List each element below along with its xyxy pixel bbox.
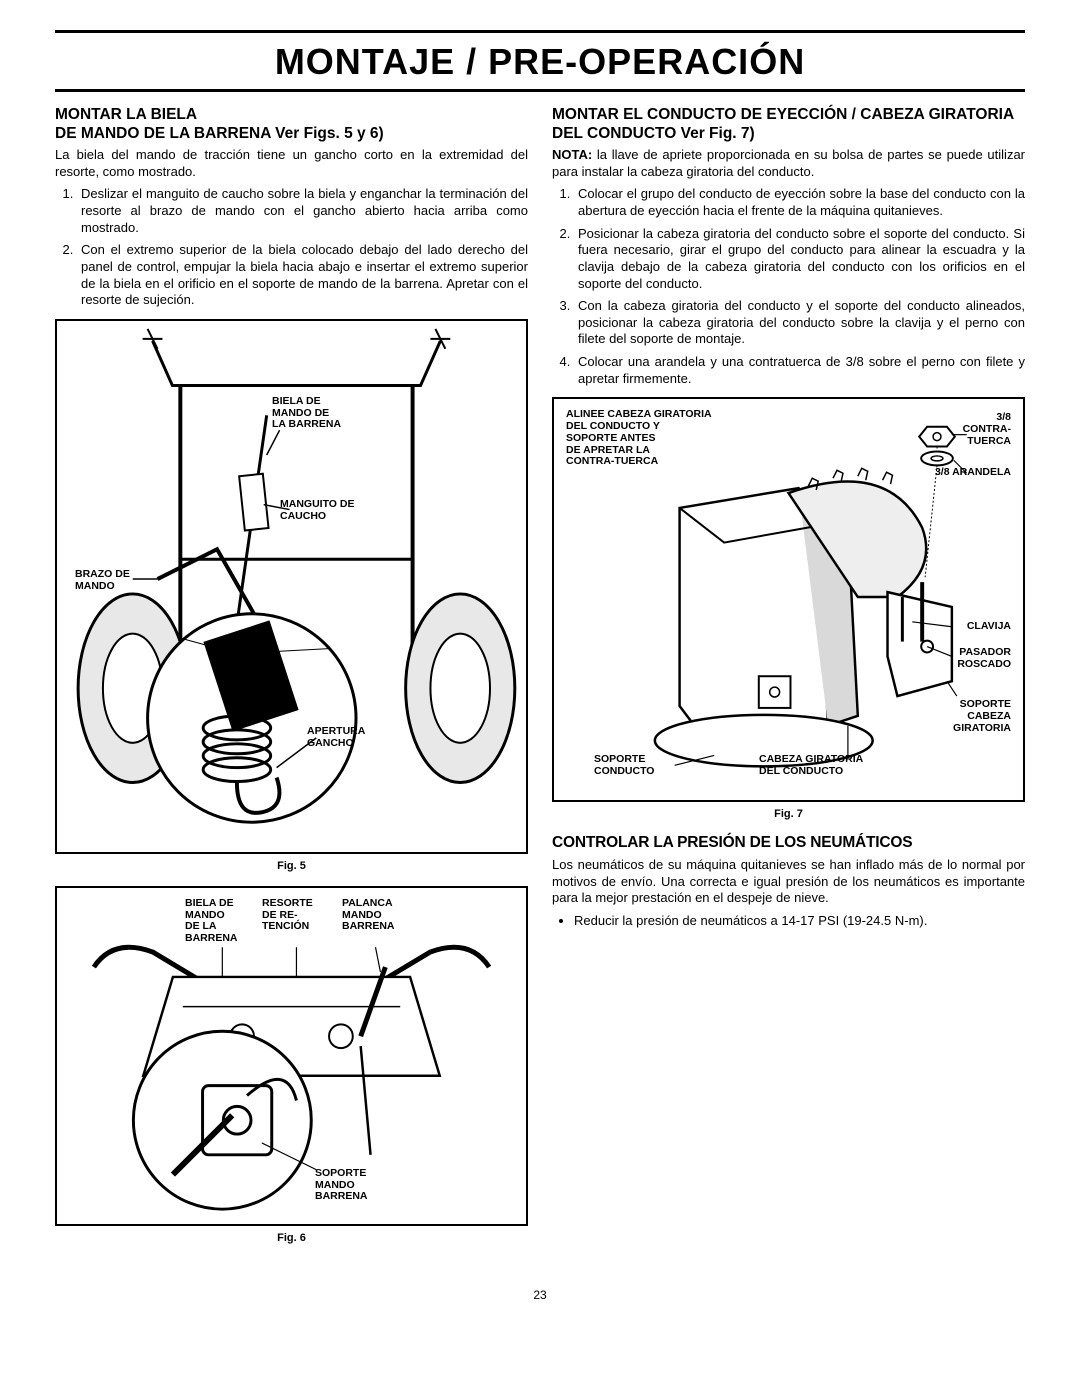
figure-5-box: BIELA DE MANDO DE LA BARRENA MANGUITO DE… [55,319,528,854]
left-column: MONTAR LA BIELA DE MANDO DE LA BARRENA V… [55,106,528,1258]
fig7-label-clavija: CLAVIJA [967,621,1011,633]
tires-heading: CONTROLAR LA PRESIÓN DE LOS NEUMÁTICOS [552,834,1025,853]
fig7-label-cabeza: CABEZA GIRATORIA DEL CONDUCTO [759,754,863,778]
left-heading-line1: MONTAR LA BIELA [55,106,197,123]
left-heading-line2: DE MANDO DE LA BARRENA Ver Figs. 5 y 6) [55,125,384,142]
right-heading: MONTAR EL CONDUCTO DE EYECCIÓN / CABEZA … [552,106,1025,143]
right-step-2: Posicionar la cabeza giratoria del condu… [574,226,1025,293]
fig5-label-biela: BIELA DE MANDO DE LA BARRENA [272,396,341,431]
tires-body: Los neumáticos de su máquina quitanieves… [552,857,1025,907]
bottom-rule [55,89,1025,92]
fig6-label-resorte: RESORTE DE RE- TENCIÓN [262,898,313,933]
right-steps: Colocar el grupo del conducto de eyecció… [552,186,1025,387]
note-label: NOTA: [552,147,592,162]
fig7-label-pasador: PASADOR ROSCADO [957,647,1011,671]
left-steps: Deslizar el manguito de caucho sobre la … [55,186,528,308]
fig7-label-sop-cabeza: SOPORTE CABEZA GIRATORIA [953,699,1011,734]
two-column-layout: MONTAR LA BIELA DE MANDO DE LA BARRENA V… [55,106,1025,1258]
note-body: la llave de apriete proporcionada en su … [552,147,1025,179]
fig5-label-apertura: APERTURA GANCHO [307,726,365,750]
fig6-label-soporte: SOPORTE MANDO BARRENA [315,1168,368,1203]
figure-6-box: BIELA DE MANDO DE LA BARRENA RESORTE DE … [55,886,528,1226]
right-step-1: Colocar el grupo del conducto de eyecció… [574,186,1025,219]
tires-bullets: Reducir la presión de neumáticos a 14-17… [552,913,1025,930]
left-step-2: Con el extremo superior de la biela colo… [77,242,528,309]
figure-7-box: ALINEE CABEZA GIRATORIA DEL CONDUCTO Y S… [552,397,1025,802]
tires-bullet-1: Reducir la presión de neumáticos a 14-17… [574,913,1025,930]
fig5-label-manguito: MANGUITO DE CAUCHO [280,499,354,523]
right-step-4: Colocar una arandela y una contratuerca … [574,354,1025,387]
fig7-label-tuerca: 3/8 CONTRA- TUERCA [963,412,1011,447]
fig7-label-sop-conducto: SOPORTE CONDUCTO [594,754,654,778]
right-column: MONTAR EL CONDUCTO DE EYECCIÓN / CABEZA … [552,106,1025,1258]
right-note: NOTA: la llave de apriete proporcionada … [552,147,1025,180]
fig7-label-arandela: 3/8 ARANDELA [935,467,1011,479]
page-title: MONTAJE / PRE-OPERACIÓN [55,33,1025,89]
left-step-1: Deslizar el manguito de caucho sobre la … [77,186,528,236]
left-heading: MONTAR LA BIELA DE MANDO DE LA BARRENA V… [55,106,528,143]
fig7-caption: Fig. 7 [552,808,1025,820]
fig7-label-alinee: ALINEE CABEZA GIRATORIA DEL CONDUCTO Y S… [566,409,712,468]
left-intro: La biela del mando de tracción tiene un … [55,147,528,180]
figure-6-svg [57,888,526,1224]
fig6-label-palanca: PALANCA MANDO BARRENA [342,898,395,933]
fig5-caption: Fig. 5 [55,860,528,872]
fig5-label-brazo: BRAZO DE MANDO [75,569,130,593]
fig6-label-biela: BIELA DE MANDO DE LA BARRENA [185,898,238,945]
right-step-3: Con la cabeza giratoria del conducto y e… [574,298,1025,348]
fig6-caption: Fig. 6 [55,1232,528,1244]
page-number: 23 [55,1288,1025,1302]
